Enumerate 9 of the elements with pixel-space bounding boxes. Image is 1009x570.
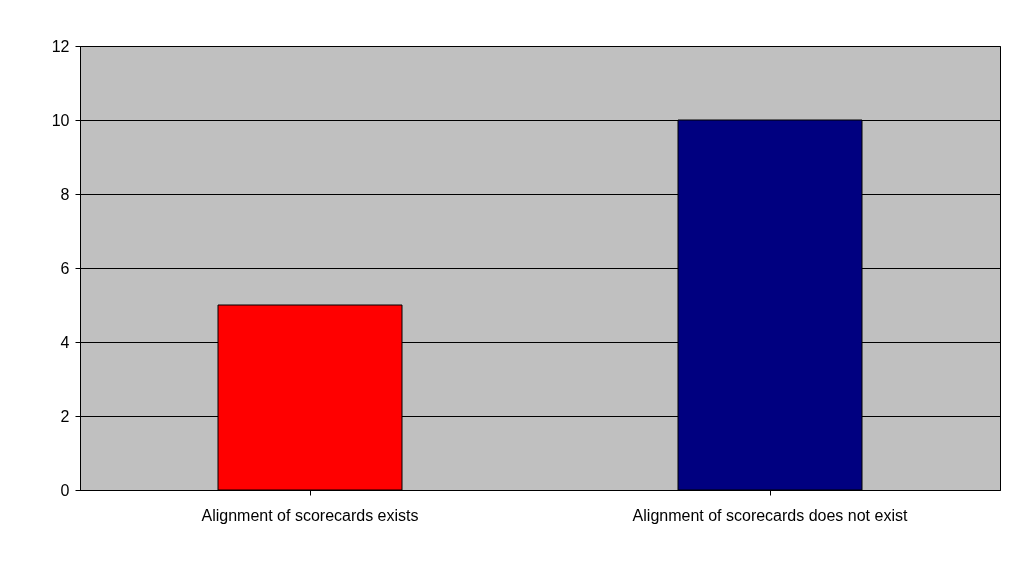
- y-tick-label: 12: [51, 37, 70, 55]
- y-tick-label: 2: [60, 407, 70, 425]
- y-tick-label: 4: [60, 333, 70, 351]
- y-tick-label: 6: [60, 259, 70, 277]
- x-tick-label: Alignment of scorecards does not exist: [632, 506, 908, 524]
- y-tick-label: 10: [51, 111, 70, 129]
- x-tick-label: Alignment of scorecards exists: [201, 506, 419, 524]
- y-tick-label: 8: [60, 185, 70, 203]
- y-tick-label: 0: [60, 481, 70, 499]
